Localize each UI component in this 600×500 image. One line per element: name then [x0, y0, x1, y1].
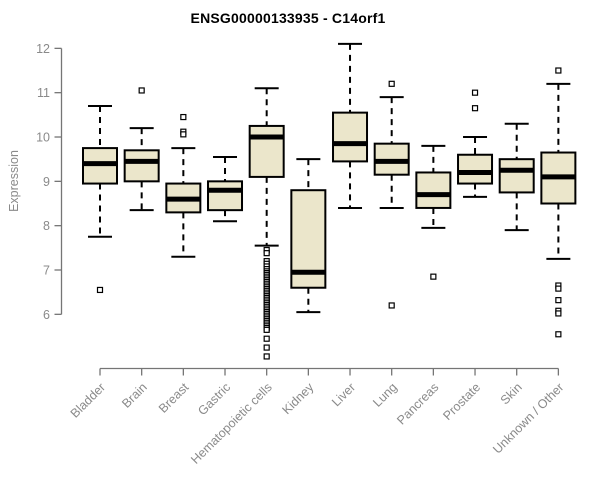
- outlier-point: [471, 89, 479, 96]
- outlier-point: [263, 353, 270, 360]
- boxplot-pancreas: [415, 144, 452, 280]
- outlier-point: [388, 80, 395, 87]
- boxplot-gastric: [207, 155, 244, 223]
- boxplot-prostate: [457, 89, 494, 198]
- outlier-point: [471, 105, 479, 112]
- x-tick-label-bladder: Bladder: [68, 380, 108, 420]
- boxplot-lung: [373, 80, 410, 309]
- boxplot-liver: [332, 42, 369, 209]
- x-tick-label-kidney: Kidney: [280, 380, 317, 417]
- x-tick-label-skin: Skin: [498, 380, 525, 407]
- outlier-point: [430, 273, 437, 280]
- outlier-point: [555, 67, 562, 74]
- outlier-point: [555, 285, 562, 292]
- iqr-box: [248, 124, 285, 178]
- boxplot-breast: [165, 113, 202, 258]
- outlier-point: [388, 302, 395, 309]
- outlier-point: [263, 335, 270, 342]
- boxplot-bladder: [82, 104, 118, 294]
- iqr-box: [207, 180, 244, 212]
- x-tick-label-pancreas: Pancreas: [394, 380, 441, 427]
- x-tick-label-hematopoietic-cells: Hematopoietic cells: [188, 380, 275, 467]
- iqr-box: [457, 153, 494, 185]
- iqr-box: [123, 149, 160, 183]
- chart-title: ENSG00000133935 - C14orf1: [190, 10, 386, 26]
- outlier-point: [96, 286, 104, 294]
- outlier-point: [555, 297, 562, 304]
- y-tick-label-8: 8: [43, 219, 50, 233]
- y-tick-label-6: 6: [43, 308, 50, 322]
- x-tick-label-breast: Breast: [156, 380, 192, 416]
- boxplot-hematopoietic-cells: [248, 87, 285, 360]
- outlier-point: [138, 87, 145, 94]
- x-tick-label-prostate: Prostate: [440, 380, 483, 423]
- x-tick-label-lung: Lung: [370, 380, 400, 410]
- x-tick-label-unknown-other: Unknown / Other: [490, 380, 566, 456]
- boxplot-unknown-other: [540, 67, 577, 338]
- outlier-point: [180, 131, 187, 138]
- outlier-point: [263, 250, 270, 257]
- y-tick-label-10: 10: [36, 131, 50, 145]
- outlier-point: [555, 331, 562, 338]
- y-tick-label-7: 7: [43, 264, 50, 278]
- boxplot-skin: [498, 122, 535, 232]
- x-tick-label-gastric: Gastric: [195, 380, 233, 418]
- outlier-point: [180, 113, 187, 121]
- iqr-box: [332, 111, 369, 163]
- y-tick-label-12: 12: [36, 42, 50, 56]
- y-tick-label-11: 11: [37, 86, 50, 100]
- iqr-box: [415, 171, 452, 209]
- outlier-point: [555, 310, 562, 317]
- x-tick-label-brain: Brain: [119, 380, 150, 411]
- outlier-point: [263, 326, 270, 333]
- y-tick-label-9: 9: [43, 175, 50, 189]
- boxplot-brain: [123, 87, 160, 212]
- outlier-point: [263, 344, 270, 351]
- boxplot-kidney: [290, 158, 327, 314]
- x-tick-label-liver: Liver: [329, 380, 358, 409]
- iqr-box: [498, 158, 535, 194]
